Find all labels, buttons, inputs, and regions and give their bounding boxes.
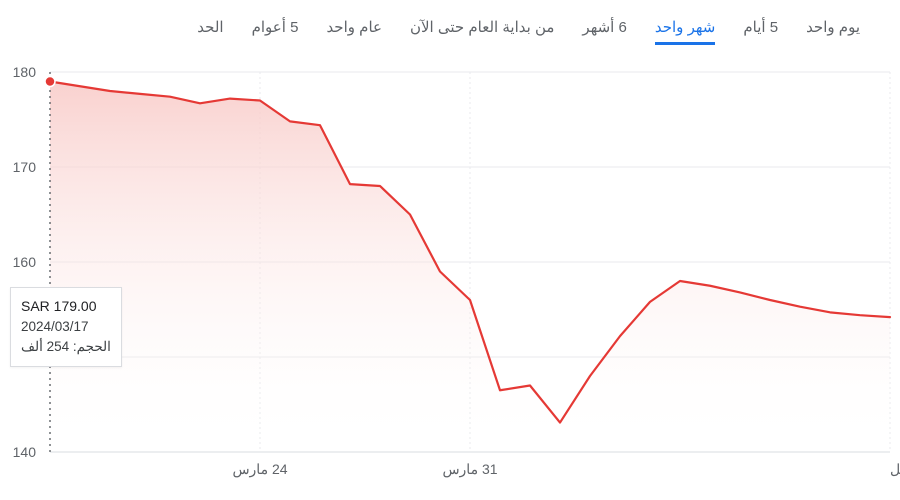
tab-عام-واحد[interactable]: عام واحد <box>326 18 382 45</box>
svg-text:24 مارس: 24 مارس <box>232 461 287 478</box>
svg-text:31 مارس: 31 مارس <box>442 461 497 478</box>
svg-text:160: 160 <box>13 254 37 270</box>
tooltip-date: 2024/03/17 <box>21 317 111 337</box>
svg-text:140: 140 <box>13 444 37 460</box>
tab-5-أيام[interactable]: 5 أيام <box>743 18 778 45</box>
svg-text:180: 180 <box>13 64 37 80</box>
tab-يوم-واحد[interactable]: يوم واحد <box>806 18 860 45</box>
tab-من-بداية-العام-حتى-الآن[interactable]: من بداية العام حتى الآن <box>410 18 554 45</box>
svg-text:170: 170 <box>13 159 37 175</box>
tab-شهر-واحد[interactable]: شهر واحد <box>655 18 715 45</box>
tooltip-price: SAR 179.00 <box>21 296 111 317</box>
tab-5-أعوام[interactable]: 5 أعوام <box>252 18 299 45</box>
tab-الحد[interactable]: الحد <box>197 18 223 45</box>
price-tooltip: SAR 179.00 2024/03/17 الحجم: 254 ألف <box>10 287 122 367</box>
price-chart: 14015016017018024 مارس31 مارس14 أبريل SA… <box>0 62 900 500</box>
tooltip-volume: الحجم: 254 ألف <box>21 337 111 357</box>
svg-text:14 أبريل: 14 أبريل <box>890 459 900 478</box>
time-range-tabs: يوم واحد 5 أيام شهر واحد 6 أشهر من بداية الع… <box>0 0 900 55</box>
tab-6-أشهر[interactable]: 6 أشهر <box>582 18 626 45</box>
